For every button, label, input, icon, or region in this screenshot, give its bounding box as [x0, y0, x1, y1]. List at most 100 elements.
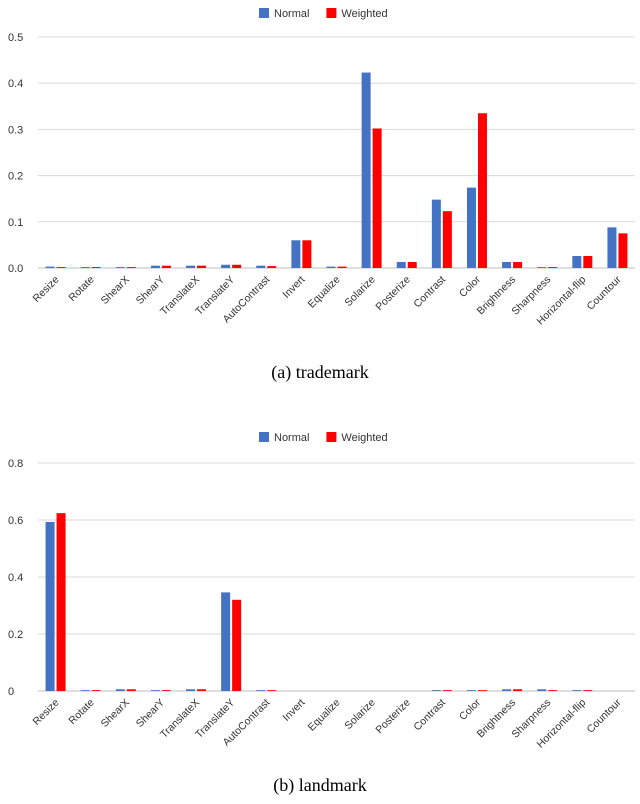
x-tick-label: Solarize	[342, 697, 377, 732]
x-tick-label: Equalize	[306, 697, 343, 734]
bar-rotate-normal	[80, 690, 90, 691]
bar-countour-weighted	[618, 233, 628, 268]
x-tick-label: Rotate	[66, 274, 96, 304]
bar-equalize-weighted	[337, 266, 347, 268]
bar-translatey-normal	[221, 264, 231, 268]
bar-autocontrast-normal	[256, 265, 266, 268]
y-tick-label: 0.2	[8, 171, 23, 183]
bar-contrast-normal	[431, 690, 441, 691]
x-tick-label: Countour	[585, 273, 624, 312]
legend-swatch-0	[259, 432, 269, 442]
y-tick-label: 0.8	[8, 458, 23, 470]
legend-swatch-0	[259, 8, 269, 18]
bar-equalize-normal	[326, 266, 336, 268]
bar-translatey-weighted	[232, 264, 242, 268]
y-tick-label: 0.5	[8, 32, 23, 44]
bar-brightness-normal	[502, 689, 512, 691]
x-tick-label: Resize	[30, 274, 61, 305]
bar-autocontrast-weighted	[267, 690, 277, 691]
bar-sheary-normal	[150, 265, 160, 268]
legend-label-1: Weighted	[341, 432, 387, 444]
bar-translatex-weighted	[197, 265, 207, 268]
bar-invert-weighted	[302, 240, 312, 268]
legend: Normal Weighted	[259, 432, 388, 444]
bar-sharpness-weighted	[548, 690, 558, 691]
y-tick-label: 0.2	[8, 629, 23, 641]
bar-horizontal-flip-weighted	[583, 690, 593, 691]
bar-sharpness-normal	[537, 267, 547, 268]
x-tick-label: Color	[457, 696, 484, 723]
bar-resize-weighted	[56, 513, 66, 691]
x-tick-label: Contrast	[411, 697, 448, 734]
x-tick-label: Equalize	[306, 274, 343, 311]
bar-countour-normal	[607, 227, 617, 268]
bar-resize-normal	[45, 521, 55, 691]
bar-rotate-weighted	[91, 690, 101, 691]
x-tick-label: ShearY	[134, 274, 167, 307]
bar-posterize-weighted	[407, 261, 417, 268]
bar-brightness-weighted	[513, 261, 523, 268]
bar-autocontrast-normal	[256, 690, 266, 691]
y-tick-label: 0.1	[8, 217, 23, 229]
x-tick-label: Rotate	[66, 697, 96, 727]
bar-sheary-weighted	[161, 690, 171, 691]
x-tick-label: Posterize	[373, 274, 413, 314]
bar-invert-normal	[291, 240, 301, 268]
bar-translatey-normal	[221, 592, 231, 691]
y-tick-label: 0.4	[8, 78, 23, 90]
bar-sharpness-weighted	[548, 267, 558, 268]
bar-solarize-weighted	[372, 128, 382, 268]
x-tick-label: Resize	[30, 697, 61, 728]
y-tick-label: 0.6	[8, 515, 23, 527]
y-tick-label: 0	[8, 686, 14, 698]
bar-posterize-normal	[396, 261, 406, 268]
bar-brightness-normal	[502, 261, 512, 268]
bar-solarize-normal	[361, 72, 371, 268]
caption-landmark: (b) landmark	[273, 775, 367, 795]
bar-sharpness-normal	[537, 689, 547, 691]
bar-autocontrast-weighted	[267, 266, 277, 268]
x-tick-label: ShearX	[99, 274, 132, 307]
bar-contrast-weighted	[442, 211, 452, 268]
bar-color-normal	[466, 187, 476, 268]
bar-horizontal-flip-normal	[572, 255, 582, 268]
bar-horizontal-flip-normal	[572, 690, 582, 691]
bar-resize-weighted	[56, 267, 66, 268]
bar-translatex-normal	[186, 265, 196, 268]
chart-landmark: Normal Weighted 0 0.2 0.4 0.6 0.8 Resize Rotate S…	[0, 422, 640, 767]
caption-trademark: (a) trademark	[271, 362, 369, 382]
x-tick-label: Color	[457, 273, 484, 300]
bar-contrast-normal	[431, 199, 441, 268]
y-tick-label: 0.3	[8, 124, 23, 136]
legend-label-1: Weighted	[341, 8, 387, 20]
bar-translatey-weighted	[232, 599, 242, 691]
x-tick-label: Countour	[585, 696, 624, 735]
bar-sheary-normal	[150, 690, 160, 691]
x-tick-label: Invert	[280, 697, 307, 724]
x-tick-label: Contrast	[411, 274, 448, 311]
x-tick-label: Invert	[280, 274, 307, 301]
y-tick-label: 0.0	[8, 263, 23, 275]
x-tick-label: ShearX	[99, 697, 132, 730]
bar-shearx-normal	[115, 267, 125, 268]
bar-rotate-weighted	[91, 267, 101, 268]
bar-color-weighted	[477, 690, 487, 691]
bar-resize-normal	[45, 266, 55, 268]
x-tick-label: Solarize	[342, 274, 377, 309]
chart-trademark: Normal Weighted 0.0 0.1 0.2 0.3 0.4 0.5 Resize Ro…	[0, 0, 640, 345]
legend: Normal Weighted	[259, 8, 388, 20]
bar-brightness-weighted	[513, 689, 523, 691]
chart-trademark-svg: Normal Weighted 0.0 0.1 0.2 0.3 0.4 0.5 Resize Ro…	[8, 8, 635, 328]
bar-sheary-weighted	[161, 265, 171, 268]
bar-shearx-weighted	[126, 267, 136, 268]
bar-translatex-normal	[186, 689, 196, 691]
legend-swatch-1	[326, 8, 337, 18]
bar-horizontal-flip-weighted	[583, 255, 593, 268]
legend-label-0: Normal	[274, 432, 309, 444]
bar-rotate-normal	[80, 267, 90, 268]
legend-label-0: Normal	[274, 8, 309, 20]
bar-color-weighted	[477, 113, 487, 268]
bar-contrast-weighted	[442, 690, 452, 691]
legend-swatch-1	[326, 432, 337, 442]
